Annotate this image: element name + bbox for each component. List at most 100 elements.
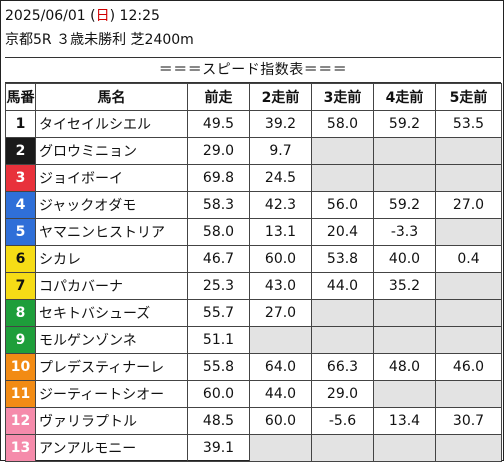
horse-number-cell: 1 xyxy=(5,110,36,138)
horse-number-cell: 11 xyxy=(5,380,36,408)
horse-name-cell: アンアルモニー xyxy=(35,434,188,462)
speed-index-cell xyxy=(311,137,374,165)
table-row: 3 ジョイボーイ 69.8 24.5 xyxy=(5,164,502,192)
speed-index-cell xyxy=(373,326,436,354)
horse-name-cell: タイセイルシエル xyxy=(35,110,188,138)
speed-index-cell: 29.0 xyxy=(187,137,250,165)
horse-name-cell: グロウミニョン xyxy=(35,137,188,165)
speed-index-cell: 66.3 xyxy=(311,353,374,381)
table-row: 4 ジャックオダモ 58.3 42.3 56.0 59.2 27.0 xyxy=(5,191,502,219)
horse-number-cell: 7 xyxy=(5,272,36,300)
speed-index-cell: 58.0 xyxy=(187,218,250,246)
speed-index-cell xyxy=(435,272,502,300)
table-row: 7 コパカバーナ 25.3 43.0 44.0 35.2 xyxy=(5,272,502,300)
speed-index-cell: 48.0 xyxy=(373,353,436,381)
horse-number-cell: 9 xyxy=(5,326,36,354)
speed-index-cell: 0.4 xyxy=(435,245,502,273)
horse-number-cell: 10 xyxy=(5,353,36,381)
table-title: ＝＝＝スピード指数表＝＝＝ xyxy=(5,57,501,83)
horse-name-cell: ジョイボーイ xyxy=(35,164,188,192)
horse-name-cell: ヤマニンヒストリア xyxy=(35,218,188,246)
speed-index-cell: 55.7 xyxy=(187,299,250,327)
speed-index-cell xyxy=(373,380,436,408)
table-header-row: 馬番 馬名 前走 2走前 3走前 4走前 5走前 xyxy=(5,83,502,111)
speed-index-cell: 43.0 xyxy=(249,272,312,300)
speed-index-cell: 60.0 xyxy=(249,407,312,435)
speed-index-cell: 59.2 xyxy=(373,110,436,138)
speed-index-cell xyxy=(373,434,436,462)
speed-index-cell: 30.7 xyxy=(435,407,502,435)
race-weekday: (日) xyxy=(90,8,116,24)
speed-index-cell: 35.2 xyxy=(373,272,436,300)
horse-name-cell: ジャックオダモ xyxy=(35,191,188,219)
horse-number-cell: 12 xyxy=(5,407,36,435)
speed-index-cell: 60.0 xyxy=(249,245,312,273)
speed-index-cell xyxy=(311,164,374,192)
speed-index-cell: 44.0 xyxy=(249,380,312,408)
speed-index-cell: 27.0 xyxy=(249,299,312,327)
speed-index-cell xyxy=(311,434,374,462)
speed-index-cell xyxy=(435,299,502,327)
speed-index-cell xyxy=(311,326,374,354)
speed-index-cell: 39.1 xyxy=(187,434,250,462)
horse-number-cell: 8 xyxy=(5,299,36,327)
table-row: 8 セキトバシューズ 55.7 27.0 xyxy=(5,299,502,327)
speed-index-cell: 48.5 xyxy=(187,407,250,435)
horse-number-cell: 3 xyxy=(5,164,36,192)
speed-index-cell: 58.0 xyxy=(311,110,374,138)
table-body: 1 タイセイルシエル 49.5 39.2 58.0 59.2 53.5 2 グロウミニョン 29.… xyxy=(5,110,502,462)
column-header-2-races-ago: 2走前 xyxy=(249,83,312,111)
table-row: 2 グロウミニョン 29.0 9.7 xyxy=(5,137,502,165)
horse-name-cell: モルゲンゾンネ xyxy=(35,326,188,354)
column-header-3-races-ago: 3走前 xyxy=(311,83,374,111)
race-date: 2025/06/01 xyxy=(5,8,86,24)
speed-index-cell: 53.5 xyxy=(435,110,502,138)
speed-index-cell xyxy=(435,218,502,246)
speed-index-cell xyxy=(373,164,436,192)
horse-number-cell: 4 xyxy=(5,191,36,219)
speed-index-cell: 27.0 xyxy=(435,191,502,219)
speed-index-cell: 58.3 xyxy=(187,191,250,219)
speed-index-cell xyxy=(435,137,502,165)
speed-index-cell: 20.4 xyxy=(311,218,374,246)
horse-name-cell: シカレ xyxy=(35,245,188,273)
column-header-horse-name: 馬名 xyxy=(35,83,188,111)
table-row: 12 ヴァリラプトル 48.5 60.0 -5.6 13.4 30.7 xyxy=(5,407,502,435)
speed-index-cell: 40.0 xyxy=(373,245,436,273)
speed-index-table: 馬番 馬名 前走 2走前 3走前 4走前 5走前 1 タイセイルシエル 49.5 39… xyxy=(5,83,502,462)
race-info: 京都5R ３歳未勝利 芝2400m xyxy=(5,32,194,48)
speed-index-cell: 44.0 xyxy=(311,272,374,300)
speed-index-cell: 24.5 xyxy=(249,164,312,192)
speed-index-cell: 29.0 xyxy=(311,380,374,408)
speed-index-cell xyxy=(311,299,374,327)
speed-index-cell xyxy=(435,326,502,354)
table-row: 1 タイセイルシエル 49.5 39.2 58.0 59.2 53.5 xyxy=(5,110,502,138)
speed-index-cell: -3.3 xyxy=(373,218,436,246)
speed-index-cell: 9.7 xyxy=(249,137,312,165)
speed-index-cell: 42.3 xyxy=(249,191,312,219)
speed-index-cell: 60.0 xyxy=(187,380,250,408)
speed-index-cell: 13.1 xyxy=(249,218,312,246)
horse-name-cell: プレデスティナーレ xyxy=(35,353,188,381)
speed-index-cell: -5.6 xyxy=(311,407,374,435)
speed-index-cell: 49.5 xyxy=(187,110,250,138)
table-row: 13 アンアルモニー 39.1 xyxy=(5,434,502,462)
speed-index-cell xyxy=(435,434,502,462)
speed-index-cell: 46.7 xyxy=(187,245,250,273)
speed-index-cell: 39.2 xyxy=(249,110,312,138)
speed-index-cell: 56.0 xyxy=(311,191,374,219)
speed-index-cell: 13.4 xyxy=(373,407,436,435)
race-time: 12:25 xyxy=(119,8,160,24)
speed-index-cell: 64.0 xyxy=(249,353,312,381)
speed-index-cell xyxy=(373,299,436,327)
column-header-number: 馬番 xyxy=(5,83,36,111)
table-row: 9 モルゲンゾンネ 51.1 xyxy=(5,326,502,354)
horse-number-cell: 2 xyxy=(5,137,36,165)
speed-index-cell xyxy=(249,434,312,462)
speed-index-cell xyxy=(373,137,436,165)
horse-name-cell: セキトバシューズ xyxy=(35,299,188,327)
speed-index-cell: 25.3 xyxy=(187,272,250,300)
speed-index-cell: 59.2 xyxy=(373,191,436,219)
table-row: 6 シカレ 46.7 60.0 53.8 40.0 0.4 xyxy=(5,245,502,273)
